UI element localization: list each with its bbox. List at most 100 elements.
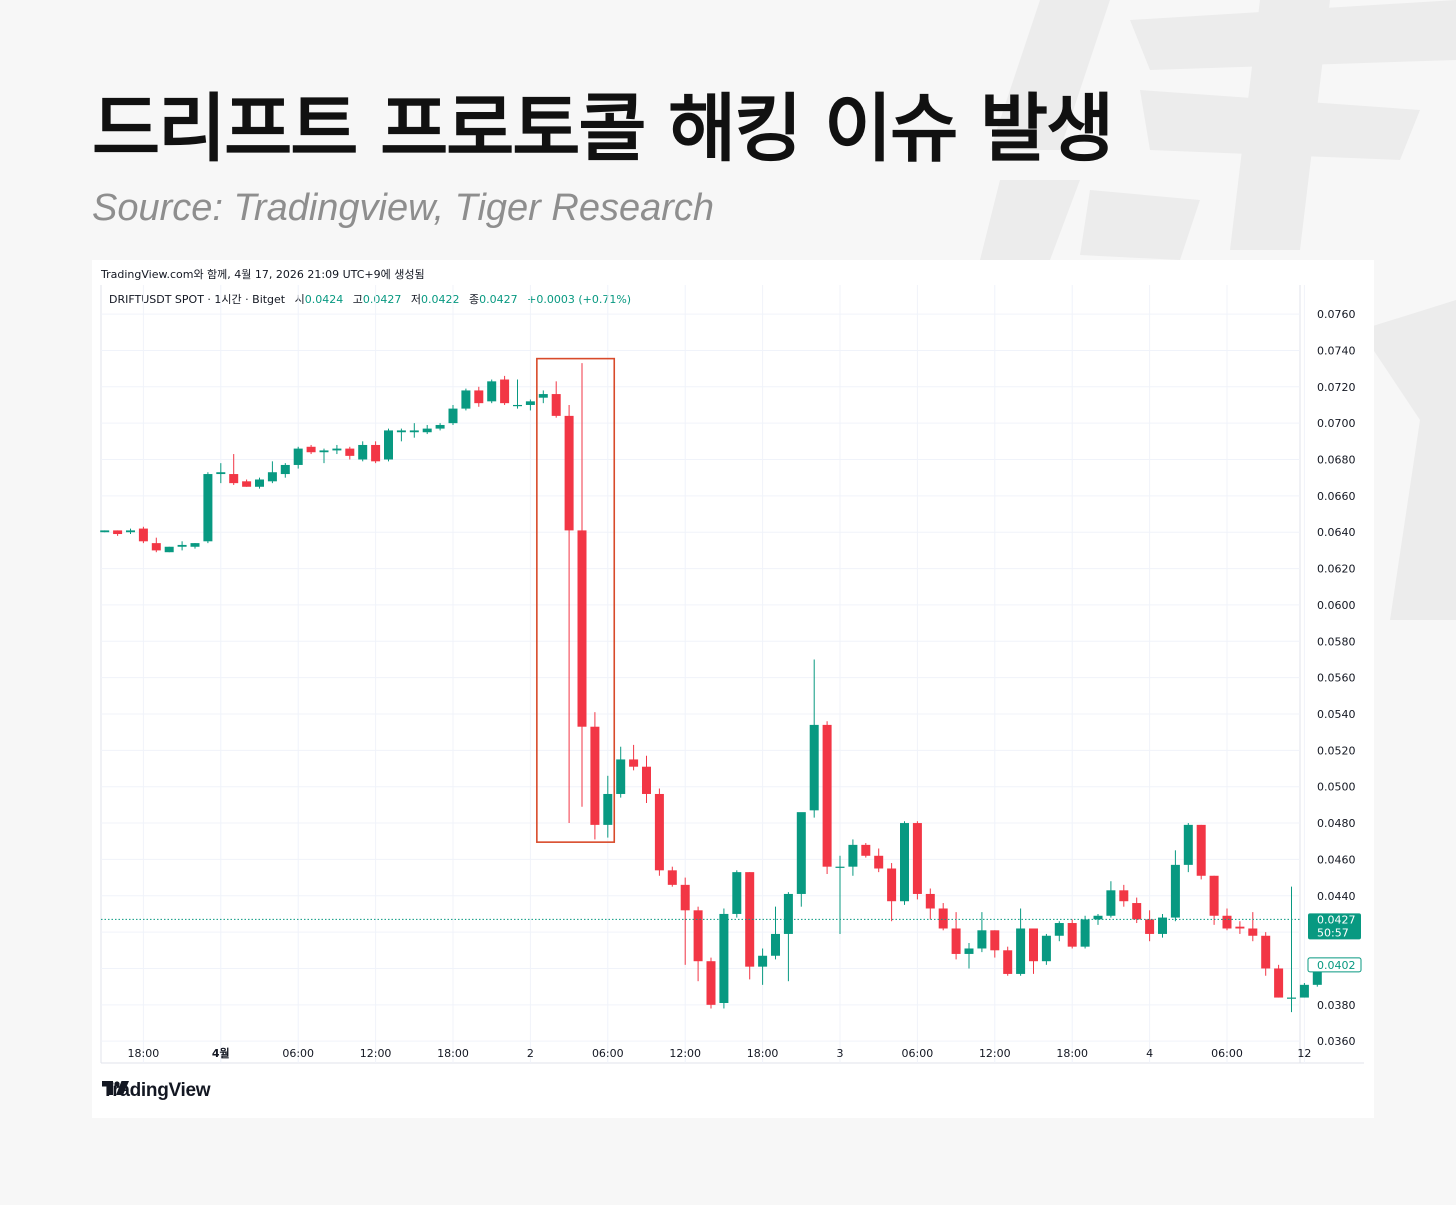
candle-down: [642, 755, 651, 804]
price-tick-label: 0.0760: [1317, 308, 1356, 321]
candle-down: [500, 375, 510, 405]
candle-body: [590, 726, 600, 825]
candle-body: [835, 866, 845, 868]
candle-body: [500, 379, 510, 404]
candle-down: [680, 877, 690, 965]
candle-down: [1119, 884, 1129, 907]
candle-body: [293, 448, 303, 465]
price-tick-label: 0.0560: [1317, 672, 1356, 685]
candle-up: [900, 821, 909, 905]
candle-up: [1054, 921, 1064, 942]
candle-body: [448, 408, 458, 424]
candle-body: [306, 446, 316, 453]
candle-up: [1093, 913, 1103, 925]
price-tick-label: 0.0380: [1317, 999, 1356, 1012]
candle-body: [925, 893, 935, 909]
candle-down: [629, 744, 639, 771]
candle-body: [680, 884, 690, 911]
candle-down: [229, 454, 239, 485]
candle-up: [538, 390, 548, 404]
candle-body: [358, 444, 368, 460]
candle-up: [1016, 908, 1026, 976]
high-value: 0.0427: [363, 293, 402, 306]
candle-body: [706, 961, 716, 1005]
candle-down: [938, 903, 948, 931]
candle-up: [358, 441, 368, 462]
candle-body: [719, 913, 729, 1004]
candle-up: [1299, 983, 1309, 998]
candle-body: [693, 910, 703, 962]
open-label: 시: [295, 293, 305, 306]
time-tick-label: 12:00: [360, 1047, 392, 1060]
candle-body: [1287, 997, 1296, 999]
price-tick-label: 0.0680: [1317, 454, 1356, 467]
candle-body: [912, 823, 922, 894]
candle-down: [474, 386, 484, 407]
price-tick-label: 0.0620: [1317, 563, 1356, 576]
candle-down: [345, 446, 355, 460]
candle-body: [487, 381, 497, 402]
candles: [100, 363, 1322, 1013]
tradingview-logo-icon: [102, 1081, 129, 1095]
candle-down: [1222, 908, 1232, 931]
candle-down: [138, 526, 148, 544]
time-tick-label: 2: [527, 1047, 534, 1060]
candle-body: [1119, 890, 1129, 902]
candle-down: [1132, 897, 1142, 924]
candle-body: [1029, 928, 1038, 962]
time-axis[interactable]: 18:00 4월 06:00 12:00 18:00 2 06:00 12:00 18:00 3 0…: [128, 1046, 1312, 1060]
candle-up: [758, 948, 768, 985]
close-value: 0.0427: [479, 293, 518, 306]
candle-up: [1080, 915, 1090, 949]
time-tick-label: 4: [1146, 1047, 1153, 1060]
candle-down: [1274, 964, 1284, 998]
candle-body: [1222, 915, 1232, 929]
candle-body: [409, 430, 419, 433]
candle-up: [977, 912, 987, 953]
candle-body: [771, 933, 780, 956]
candle-up: [848, 839, 858, 876]
candle-down: [706, 957, 716, 1009]
ohlc-header: DRIFTUSDT SPOT · 1시간 · Bitget 시0.0424 고0…: [109, 293, 631, 306]
candle-body: [1093, 915, 1103, 920]
candle-body: [422, 428, 432, 433]
candle-body: [796, 812, 806, 894]
overlays: [101, 357, 1300, 920]
candle-down: [693, 906, 703, 982]
candle-body: [822, 724, 832, 867]
candle-down: [912, 821, 922, 900]
candle-body: [1248, 928, 1258, 936]
candle-body: [319, 450, 329, 453]
price-tick-label: 0.0720: [1317, 381, 1356, 394]
chart-card: TradingView.com와 함께, 4월 17, 2026 21:09 U…: [92, 260, 1374, 1118]
candle-up: [396, 428, 406, 442]
candle-up: [796, 812, 806, 907]
candle-down: [1209, 875, 1219, 925]
low-label: 저: [411, 293, 421, 306]
candlestick-chart[interactable]: TradingView.com와 함께, 4월 17, 2026 21:09 U…: [92, 260, 1374, 1118]
candle-body: [758, 955, 768, 967]
candle-body: [255, 479, 264, 487]
candle-down: [551, 381, 561, 418]
candle-up: [461, 388, 471, 411]
candle-body: [977, 930, 987, 949]
candle-body: [809, 724, 819, 811]
candle-body: [1183, 824, 1193, 865]
candle-body: [551, 394, 561, 416]
close-label: 종: [469, 293, 479, 306]
candle-down: [306, 444, 316, 455]
candle-down: [874, 848, 884, 873]
candle-body: [1106, 890, 1116, 916]
price-axis[interactable]: 0.0760 0.0740 0.0720 0.0700 0.0680 0.0660 0.06…: [1317, 308, 1356, 1048]
candle-body: [1067, 923, 1077, 947]
price-tick-label: 0.0580: [1317, 635, 1356, 648]
candle-down: [1003, 946, 1013, 976]
price-tick-label: 0.0540: [1317, 708, 1356, 721]
candle-body: [1132, 903, 1142, 920]
time-tick-label: 06:00: [282, 1047, 314, 1060]
candle-down: [590, 712, 600, 840]
candle-down: [925, 888, 935, 920]
tradingview-logo[interactable]: TradingView: [102, 1080, 211, 1102]
candle-down: [113, 530, 123, 536]
price-tick-label: 0.0440: [1317, 890, 1356, 903]
